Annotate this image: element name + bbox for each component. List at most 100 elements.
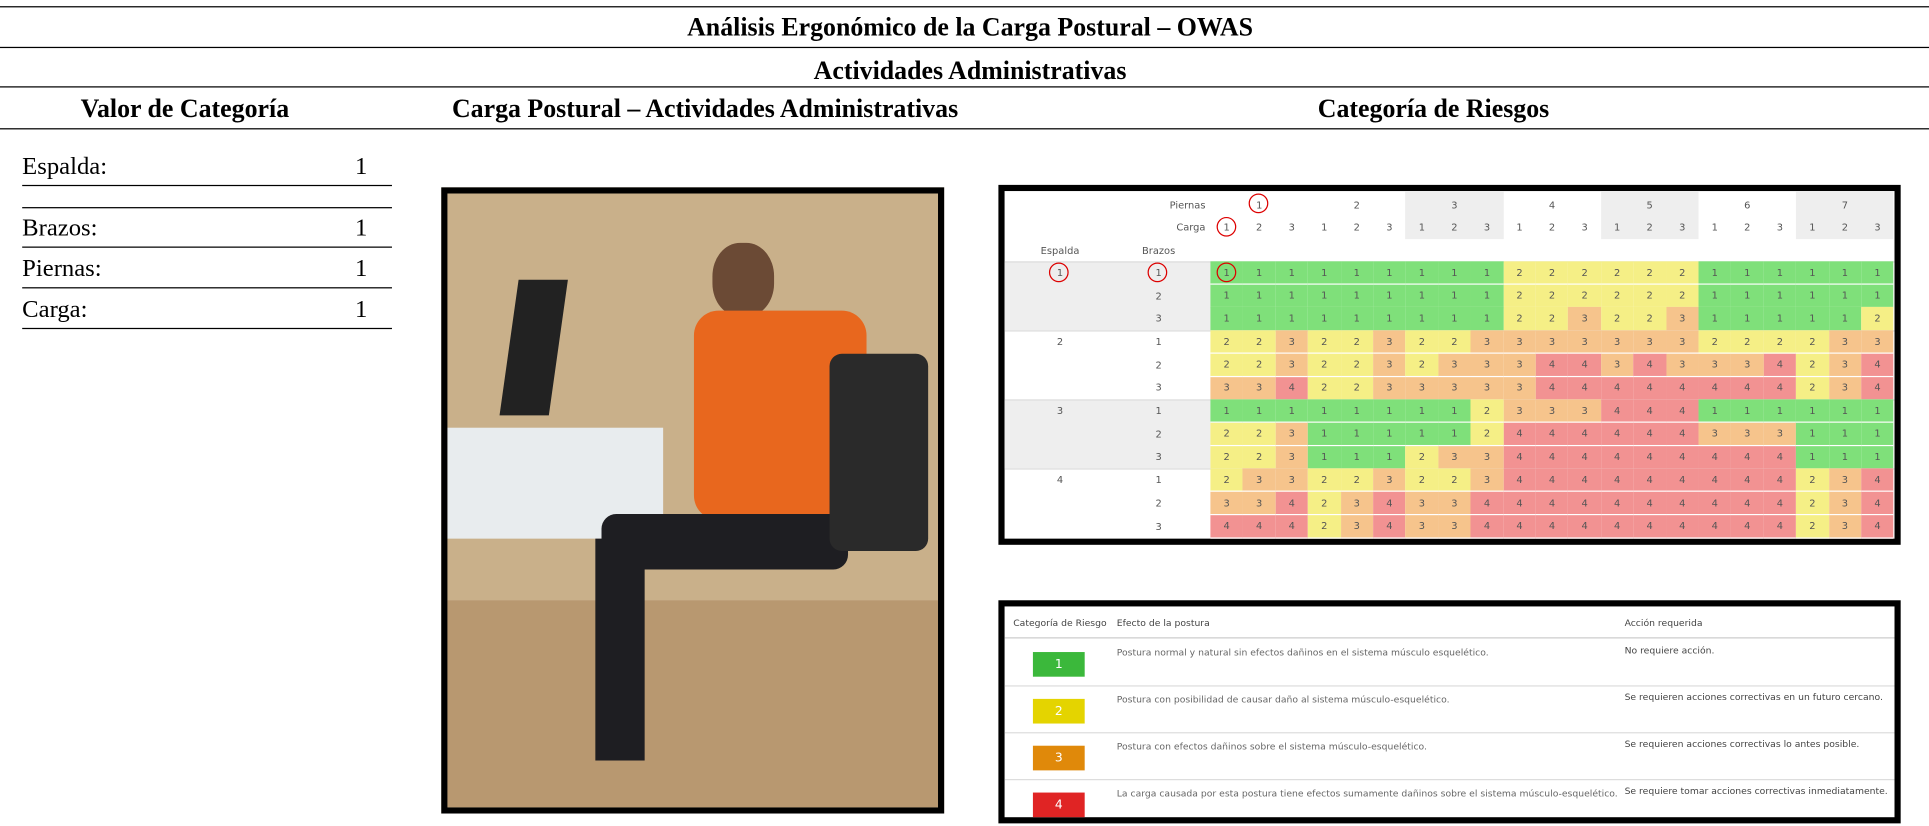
risk-cell: 2 [1633,261,1666,285]
risk-cell: 3 [1731,422,1764,447]
risk-cell: 4 [1535,514,1569,539]
risk-cell: 1 [1796,445,1829,470]
brazos-value: 2 [1155,359,1162,371]
risk-cell: 1 [1242,284,1276,308]
highlight-circle [1049,262,1070,282]
risk-cell: 1 [1340,422,1374,447]
category-value: 1 [354,295,368,323]
risk-cell: 1 [1405,284,1439,308]
risk-cell: 4 [1568,445,1601,470]
risk-cell: 3 [1763,422,1797,447]
risk-cell: 1 [1796,422,1829,447]
risk-cell: 4 [1698,514,1732,539]
risk-cell: 4 [1275,376,1309,401]
carga-value: 2 [1744,221,1751,233]
carga-label: Carga [1176,221,1206,233]
risk-cell: 2 [1796,491,1829,516]
risk-cell: 2 [1340,330,1374,355]
risk-cell: 1 [1308,445,1341,470]
risk-cell: 3 [1242,491,1276,516]
risk-cell: 2 [1633,284,1666,308]
espalda-label: Espalda [1040,244,1080,256]
risk-cell: 4 [1665,399,1699,424]
column-header: Categoría de Riesgos [1317,93,1550,124]
carga-value: 3 [1776,221,1783,233]
risk-cell: 1 [1698,399,1732,424]
risk-cell: 1 [1763,307,1797,332]
risk-cell: 4 [1763,445,1797,470]
risk-cell: 1 [1210,284,1243,308]
column-header: Carga Postural – Actividades Administrat… [451,93,959,124]
highlight-circle [1248,193,1269,214]
risk-cell: 4 [1535,445,1569,470]
risk-cell: 4 [1633,491,1666,516]
risk-cell: 4 [1633,353,1666,378]
risk-cell: 2 [1340,353,1374,378]
risk-cell: 2 [1470,399,1504,424]
risk-cell: 1 [1861,261,1894,285]
brazos-value: 3 [1155,451,1162,463]
legend-action: Se requieren acciones correctivas en un … [1624,691,1883,703]
brazos-value: 1 [1155,474,1162,486]
risk-cell: 1 [1438,284,1471,308]
risk-cell: 4 [1763,514,1797,539]
risk-cell: 2 [1438,330,1471,355]
risk-cell: 3 [1828,353,1862,378]
rule [1004,779,1895,781]
risk-cell: 3 [1438,445,1471,470]
risk-cell: 3 [1438,491,1471,516]
risk-cell: 3 [1340,491,1374,516]
risk-cell: 4 [1242,514,1276,539]
risk-cell: 4 [1861,353,1894,378]
risk-cell: 1 [1698,284,1732,308]
risk-cell: 4 [1731,491,1764,516]
risk-cell: 2 [1405,330,1439,355]
risk-cell: 2 [1210,445,1243,470]
risk-cell: 4 [1600,468,1634,493]
risk-cell: 4 [1600,399,1634,424]
risk-cell: 2 [1568,284,1601,308]
subtitle: Actividades Administrativas [813,55,1127,86]
risk-cell: 2 [1763,330,1797,355]
risk-cell: 4 [1633,514,1666,539]
risk-cell: 1 [1763,399,1797,424]
risk-cell: 2 [1405,353,1439,378]
risk-cell: 3 [1242,468,1276,493]
risk-cell: 1 [1405,422,1439,447]
risk-cell: 4 [1698,445,1732,470]
risk-cell: 4 [1535,468,1569,493]
risk-cell: 1 [1373,399,1406,424]
brazos-value: 3 [1155,382,1162,394]
piernas-value: 3 [1451,199,1458,211]
legend-effect: La carga causada por esta postura tiene … [1116,787,1618,799]
category-value: 1 [354,152,368,180]
risk-cell: 3 [1698,422,1732,447]
category-label: Espalda: [22,152,108,180]
legend-effect: Postura normal y natural sin efectos dañ… [1116,647,1489,659]
risk-cell: 4 [1568,422,1601,447]
rule [22,287,392,289]
risk-cell: 2 [1308,376,1341,401]
risk-cell: 4 [1698,376,1732,401]
category-label: Carga: [22,295,88,323]
risk-cell: 1 [1438,399,1471,424]
risk-cell: 2 [1535,307,1569,332]
risk-cell: 4 [1731,468,1764,493]
rule [1004,685,1895,687]
risk-cell: 3 [1861,330,1894,355]
legend-category: 1 [1032,652,1085,677]
carga-value: 1 [1418,221,1426,233]
brazos-value: 3 [1155,520,1162,532]
risk-cell: 1 [1796,307,1829,332]
risk-cell: 3 [1600,330,1634,355]
risk-cell: 2 [1340,376,1374,401]
brazos-value: 2 [1155,428,1162,440]
risk-cell: 2 [1665,261,1699,285]
risk-cell: 4 [1665,514,1699,539]
risk-cell: 4 [1600,422,1634,447]
risk-cell: 4 [1568,491,1601,516]
legend-header: Acción requerida [1624,617,1703,629]
risk-cell: 2 [1861,307,1894,332]
risk-cell: 2 [1503,307,1536,332]
risk-cell: 3 [1535,399,1569,424]
